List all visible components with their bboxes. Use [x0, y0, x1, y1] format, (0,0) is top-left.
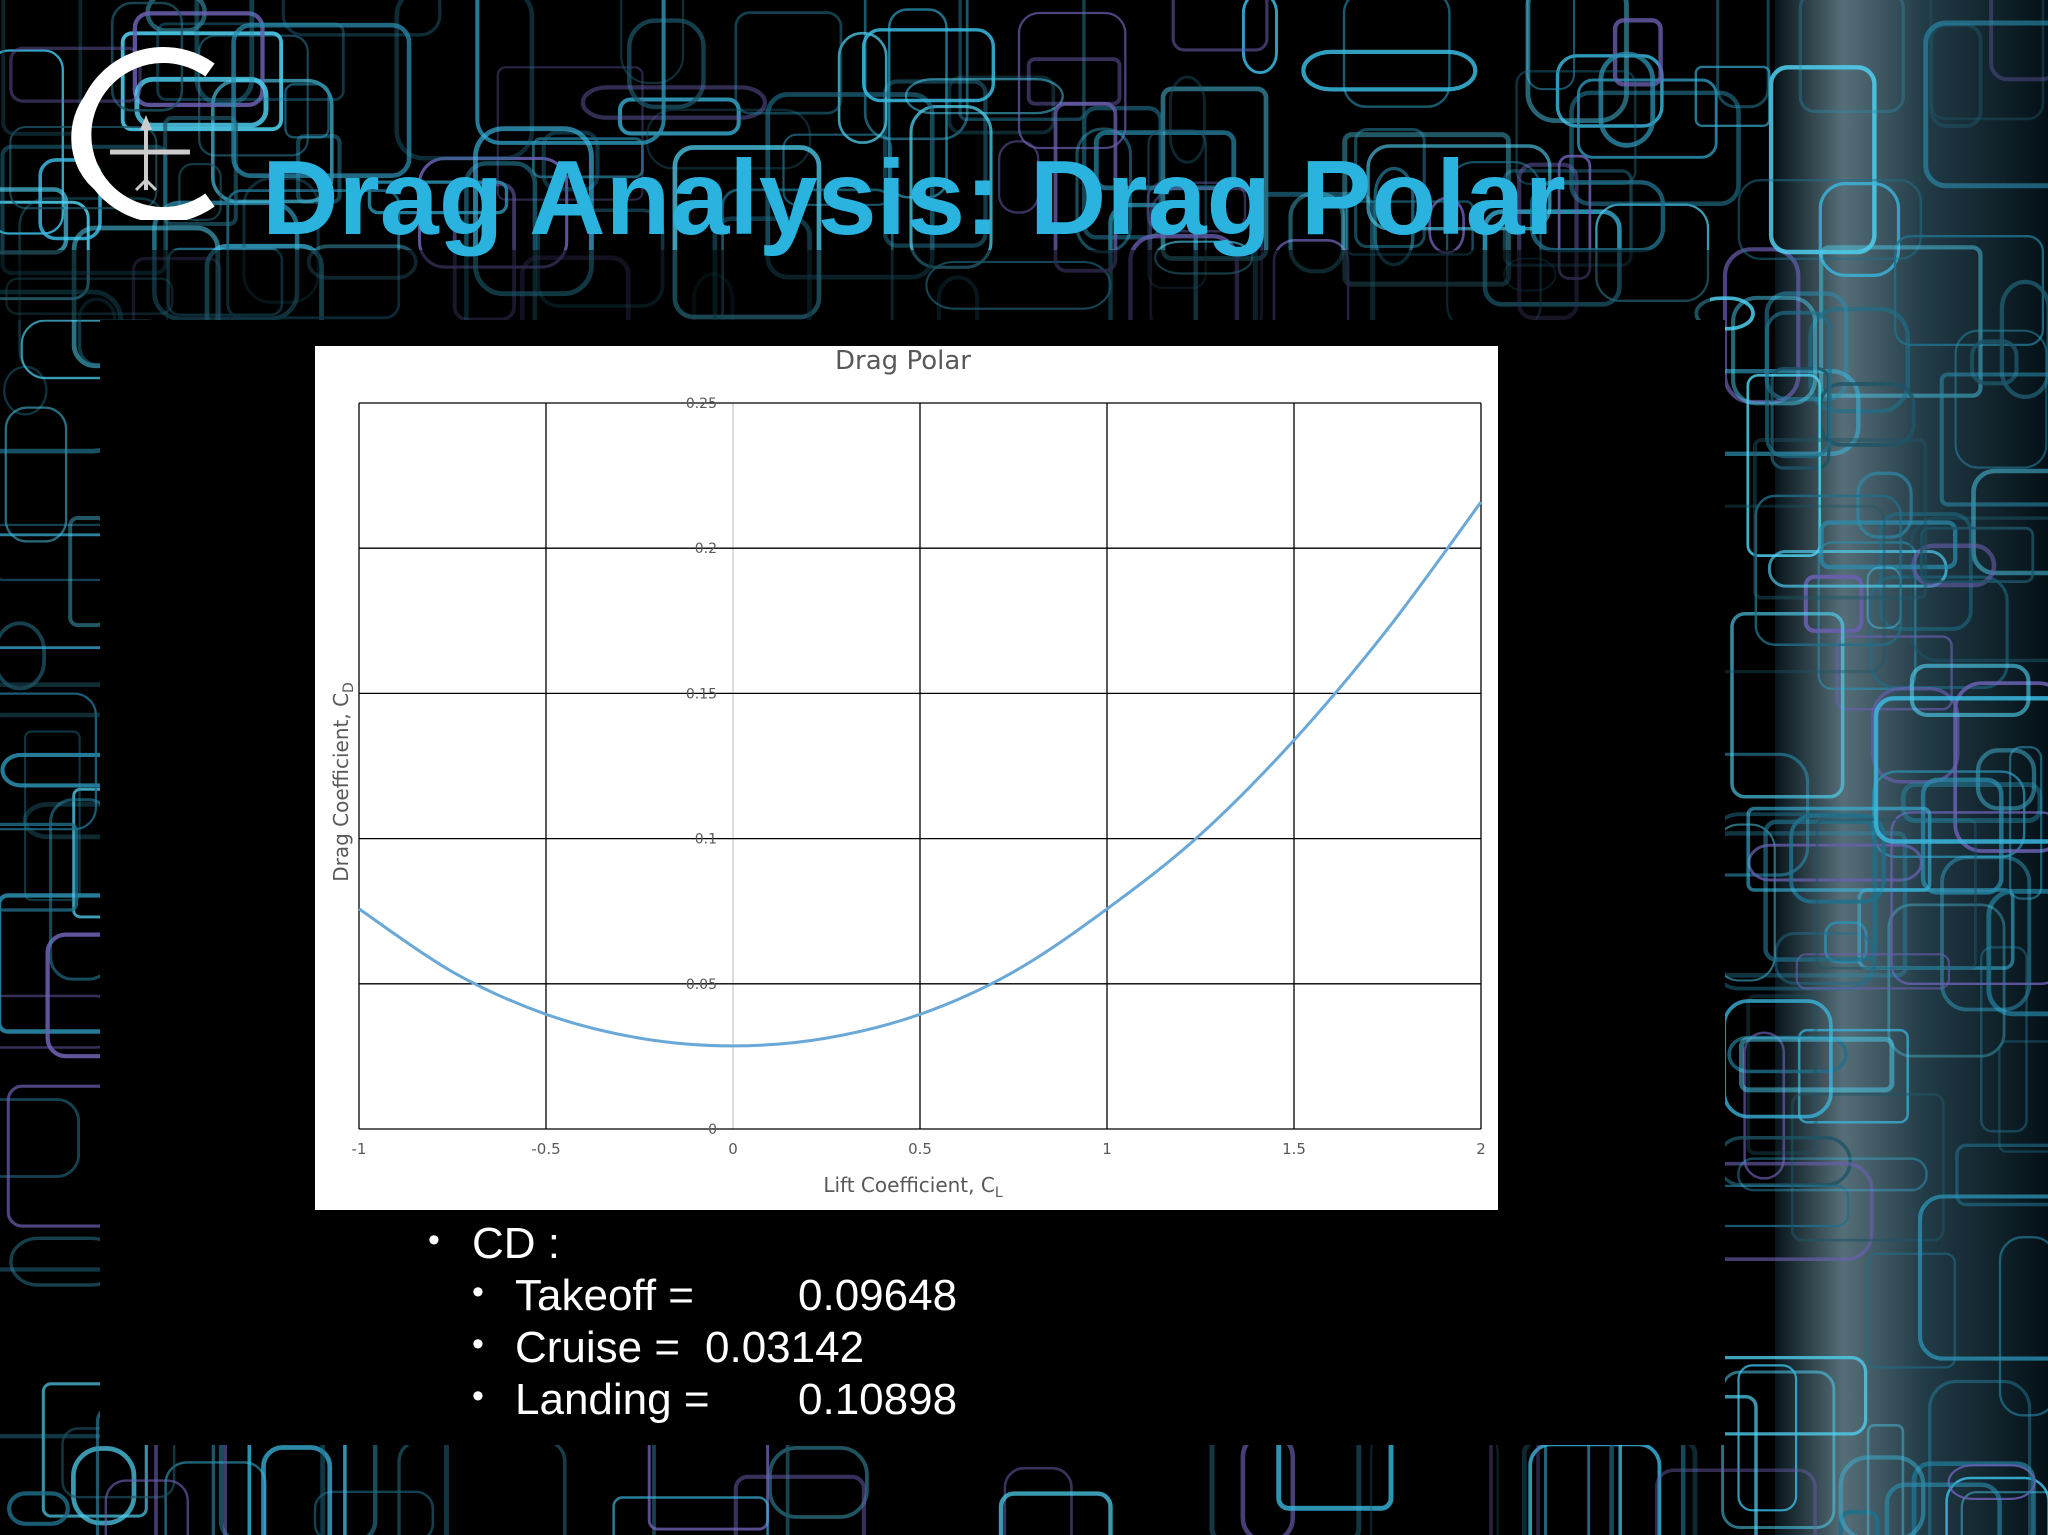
cruise-label: Cruise = [515, 1323, 681, 1372]
cruise-value: 0.03142 [705, 1323, 865, 1372]
bullet-landing: • Landing = 0.10898 [420, 1374, 1220, 1426]
x-tick-label: 1.5 [1282, 1140, 1306, 1158]
x-axis-label-text: Lift Coefficient, C [823, 1173, 994, 1197]
chart-ticks: -1 -0.5 0 0.5 1 1.5 2 0 0.05 0.1 0.15 0.2 0.25 [352, 396, 1486, 1158]
college-logo-icon [71, 47, 215, 220]
bullet-cruise: • Cruise = 0.03142 [420, 1322, 1220, 1374]
bullet-dot-icon: • [472, 1273, 484, 1311]
chart-svg: Drag Polar -1 -0.5 0 0.5 1 1.5 2 0 0.05 0.1 0.15 0.… [329, 346, 1486, 1201]
x-tick-label: -1 [352, 1140, 367, 1158]
drag-polar-line [358, 501, 1483, 1048]
x-tick-label: 1 [1102, 1140, 1112, 1158]
x-tick-label: -0.5 [531, 1140, 560, 1158]
y-tick-label: 0.2 [695, 541, 717, 557]
bullet-dot-icon: • [428, 1221, 440, 1259]
x-axis-label: Lift Coefficient, CL [823, 1173, 1002, 1201]
y-axis-label: Drag Coefficient, CD [329, 682, 357, 882]
y-tick-label: 0.05 [686, 977, 717, 993]
x-tick-label: 0 [728, 1140, 738, 1158]
y-axis-label-sub: D [341, 682, 357, 693]
chart-series [358, 501, 1483, 1048]
y-axis-label-text: Drag Coefficient, C [329, 693, 353, 882]
takeoff-label: Takeoff = [515, 1271, 694, 1320]
y-tick-label: 0.1 [695, 832, 717, 848]
y-tick-label: 0.25 [686, 396, 717, 412]
chart-grid [358, 402, 1482, 1130]
takeoff-value: 0.09648 [798, 1271, 958, 1320]
cd-bullet-list: • CD : • Takeoff = 0.09648 • Cruise = 0.… [420, 1218, 1220, 1426]
chart-title: Drag Polar [835, 346, 971, 376]
landing-value: 0.10898 [798, 1375, 958, 1424]
bullet-dot-icon: • [472, 1325, 484, 1363]
x-tick-label: 0.5 [908, 1140, 932, 1158]
x-axis-label-sub: L [995, 1185, 1003, 1201]
bullet-cd-heading: • CD : [420, 1218, 1220, 1270]
landing-label: Landing = [515, 1375, 710, 1424]
x-tick-label: 2 [1476, 1140, 1486, 1158]
y-tick-label: 0.15 [686, 686, 717, 702]
bullet-dot-icon: • [472, 1377, 484, 1415]
bullet-takeoff: • Takeoff = 0.09648 [420, 1270, 1220, 1322]
y-tick-label: 0 [708, 1122, 717, 1138]
slide-title: Drag Analysis: Drag Polar [262, 139, 1566, 257]
drag-polar-chart: Drag Polar -1 -0.5 0 0.5 1 1.5 2 0 0.05 0.1 0.15 0.… [315, 346, 1498, 1210]
cd-heading: CD : [472, 1219, 560, 1268]
